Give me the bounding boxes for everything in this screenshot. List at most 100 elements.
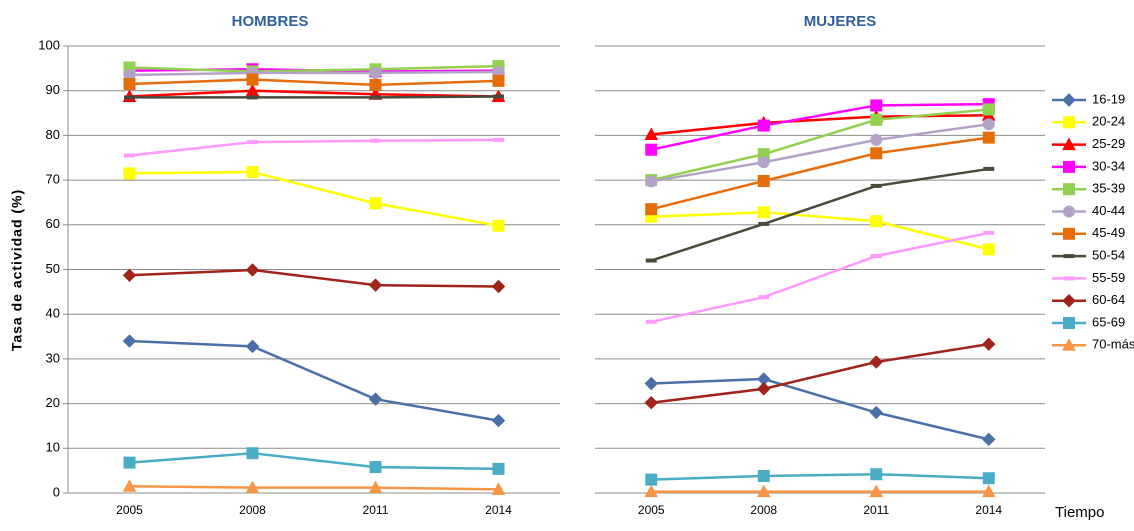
chart-title: HOMBRES	[232, 13, 309, 30]
legend-label: 35-39	[1092, 181, 1125, 196]
legend-label: 65-69	[1092, 314, 1125, 329]
data-point	[758, 221, 770, 226]
data-point	[493, 94, 504, 99]
data-point	[369, 66, 382, 79]
data-point	[982, 243, 995, 256]
data-point	[870, 215, 883, 228]
y-tick-label: 10	[46, 440, 60, 455]
data-point	[122, 268, 137, 283]
data-point	[493, 137, 504, 142]
data-point	[983, 166, 995, 171]
x-axis-label: Tiempo	[1055, 504, 1104, 521]
data-point	[492, 462, 505, 475]
data-point	[491, 482, 506, 495]
data-point	[492, 74, 505, 87]
data-point	[245, 263, 260, 277]
data-point	[982, 118, 995, 131]
x-tick-label: 2011	[363, 503, 389, 517]
series-line	[129, 339, 499, 422]
data-point	[869, 484, 884, 498]
data-point	[982, 103, 995, 116]
y-tick-label: 20	[46, 395, 60, 410]
data-point	[644, 376, 658, 391]
data-point	[492, 219, 505, 232]
legend-label: 60-64	[1092, 292, 1125, 307]
series-line	[651, 211, 990, 251]
legend-label: 16-19	[1092, 91, 1125, 106]
data-point	[369, 197, 382, 210]
data-point	[870, 254, 882, 259]
series-line	[129, 268, 499, 288]
data-point	[870, 147, 883, 160]
data-point	[756, 484, 771, 498]
data-point	[122, 479, 137, 492]
legend-marker	[1062, 293, 1076, 308]
legend-marker	[1063, 227, 1075, 240]
legend-marker	[1063, 183, 1075, 196]
legend-marker	[1063, 205, 1075, 218]
data-point	[644, 484, 659, 498]
y-tick-label: 40	[46, 306, 60, 321]
data-point	[870, 183, 882, 188]
series-line	[129, 89, 499, 98]
data-point	[982, 432, 996, 447]
series-line	[129, 64, 499, 73]
legend-label: 40-44	[1092, 203, 1125, 218]
y-tick-label: 30	[46, 350, 60, 365]
legend-marker	[1062, 338, 1076, 351]
data-point	[369, 461, 382, 474]
data-point	[245, 480, 260, 494]
data-point	[757, 174, 770, 187]
x-tick-label: 2011	[863, 503, 889, 517]
data-point	[982, 131, 995, 144]
data-point	[368, 278, 383, 292]
data-point	[983, 230, 995, 235]
data-point	[123, 456, 136, 469]
data-point	[123, 167, 136, 180]
legend-marker	[1063, 254, 1075, 259]
data-point	[368, 480, 383, 494]
legend-label: 50-54	[1092, 248, 1125, 263]
legend-label: 45-49	[1092, 225, 1125, 240]
series-line	[650, 102, 989, 151]
data-point	[758, 295, 770, 300]
legend-marker	[1063, 317, 1075, 329]
series-line	[129, 95, 499, 99]
data-point	[982, 472, 995, 485]
x-tick-label: 2005	[116, 503, 143, 517]
chart-title: MUJERES	[804, 13, 877, 30]
data-point	[757, 382, 771, 396]
data-point	[645, 143, 658, 156]
data-point	[757, 470, 770, 483]
data-point	[245, 339, 260, 354]
series-line	[129, 70, 499, 77]
y-tick-label: 90	[46, 82, 60, 97]
series-line	[129, 451, 499, 471]
series-line	[129, 78, 499, 87]
series-line	[651, 122, 989, 183]
x-tick-label: 2014	[485, 503, 512, 517]
series-line	[651, 377, 990, 441]
data-point	[246, 447, 259, 460]
y-tick-label: 70	[46, 172, 60, 187]
x-tick-label: 2005	[638, 503, 665, 517]
data-point	[645, 258, 657, 263]
data-point	[757, 206, 770, 219]
legend-marker	[1063, 116, 1075, 129]
data-point	[246, 73, 259, 86]
data-point	[870, 113, 883, 126]
y-tick-label: 50	[46, 261, 60, 276]
data-point	[869, 405, 883, 420]
x-tick-label: 2008	[750, 503, 777, 517]
data-point	[645, 203, 658, 216]
series-line	[651, 472, 989, 481]
data-point	[757, 156, 770, 169]
y-tick-label: 0	[53, 484, 60, 499]
x-tick-label: 2014	[975, 503, 1002, 517]
data-point	[645, 473, 658, 486]
data-point	[644, 127, 659, 141]
data-point	[981, 484, 996, 498]
legend-label: 25-29	[1092, 136, 1125, 151]
data-point	[370, 95, 381, 100]
